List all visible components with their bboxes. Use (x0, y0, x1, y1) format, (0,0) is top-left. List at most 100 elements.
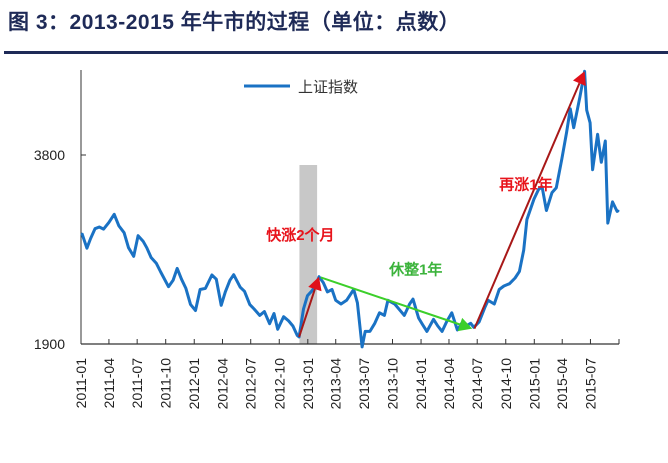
data-point (356, 301, 359, 304)
x-tick-label: 2012-07 (243, 358, 259, 410)
annotation-arrow (320, 276, 461, 326)
data-point (569, 108, 572, 110)
data-point (282, 315, 285, 318)
data-point (469, 322, 472, 325)
annotation-arrow (473, 82, 581, 330)
data-point (498, 288, 501, 291)
data-point (253, 308, 255, 310)
data-point (132, 255, 135, 258)
legend-label: 上证指数 (298, 79, 358, 96)
data-point (331, 288, 333, 291)
data-point (503, 285, 505, 287)
x-tick-label: 2011-01 (73, 358, 89, 409)
data-point (408, 303, 411, 305)
data-point (172, 279, 174, 282)
data-point (617, 209, 620, 212)
data-point (412, 298, 414, 300)
data-point (204, 287, 207, 290)
data-point (127, 246, 130, 249)
data-point (399, 309, 401, 312)
annotation-label: 再涨1年 (499, 175, 552, 193)
data-point (180, 278, 183, 280)
data-point (302, 308, 305, 310)
data-point (508, 282, 511, 285)
data-point (229, 279, 231, 282)
data-point (113, 213, 115, 216)
data-point (441, 330, 443, 333)
data-point (176, 267, 178, 270)
shaded-period (299, 165, 318, 344)
data-point (189, 303, 192, 306)
data-point (232, 273, 235, 276)
x-tick-label: 2013-04 (328, 358, 344, 410)
data-point (551, 191, 553, 194)
data-point (364, 330, 367, 333)
data-point (607, 222, 609, 224)
data-point (239, 286, 241, 289)
data-point (215, 278, 218, 280)
x-tick-label: 2015-07 (582, 358, 598, 410)
x-tick-label: 2012-01 (186, 358, 202, 410)
data-point (417, 317, 420, 319)
data-point (322, 281, 325, 284)
annotation-label: 快涨2个月 (266, 226, 334, 244)
data-point (545, 209, 548, 212)
data-point (276, 328, 279, 331)
x-tick-label: 2015-01 (526, 358, 542, 410)
data-point (258, 314, 261, 317)
data-point (383, 314, 386, 317)
data-point (555, 186, 558, 189)
data-point (98, 226, 101, 228)
data-point (579, 96, 581, 98)
data-point (194, 309, 197, 312)
data-point (572, 126, 575, 129)
x-tick-label: 2011-10 (158, 358, 174, 409)
data-point (211, 274, 213, 276)
y-tick-label: 3800 (34, 147, 65, 163)
data-point (611, 201, 614, 203)
data-point (159, 271, 162, 273)
data-point (361, 346, 363, 348)
data-point (526, 218, 528, 221)
data-point (334, 299, 337, 302)
data-point (243, 290, 246, 293)
annotation-arrow (298, 288, 316, 338)
data-point (199, 288, 201, 291)
data-point (155, 262, 158, 265)
data-point (94, 227, 96, 230)
data-point (81, 232, 83, 235)
data-point (537, 188, 540, 191)
data-point (273, 312, 275, 315)
data-point (533, 198, 535, 200)
data-point (185, 287, 187, 290)
data-point (585, 109, 588, 111)
data-point (437, 325, 439, 327)
data-point (268, 322, 271, 325)
x-tick-label: 2014-10 (498, 358, 514, 410)
data-point (345, 299, 348, 302)
data-point (311, 289, 313, 292)
data-point (340, 303, 342, 305)
data-point (522, 249, 525, 252)
data-point (596, 133, 599, 136)
data-point (432, 318, 435, 321)
data-point (326, 291, 329, 293)
data-point (378, 312, 381, 314)
x-tick-label: 2011-07 (129, 358, 145, 409)
data-point (123, 231, 125, 234)
x-tick-label: 2013-10 (385, 358, 401, 410)
data-point (541, 186, 543, 188)
data-point (426, 330, 428, 333)
data-point (591, 168, 594, 171)
data-point (86, 247, 88, 249)
x-tick-label: 2014-01 (413, 358, 429, 410)
data-point (137, 234, 139, 237)
annotation-arrowhead (573, 71, 586, 86)
data-point (565, 131, 568, 134)
x-tick-label: 2013-07 (356, 358, 372, 410)
x-tick-label: 2012-04 (214, 358, 230, 410)
data-point (224, 291, 227, 293)
data-point (292, 325, 294, 327)
x-tick-label: 2011-04 (101, 358, 117, 409)
x-tick-label: 2012-10 (271, 358, 287, 410)
